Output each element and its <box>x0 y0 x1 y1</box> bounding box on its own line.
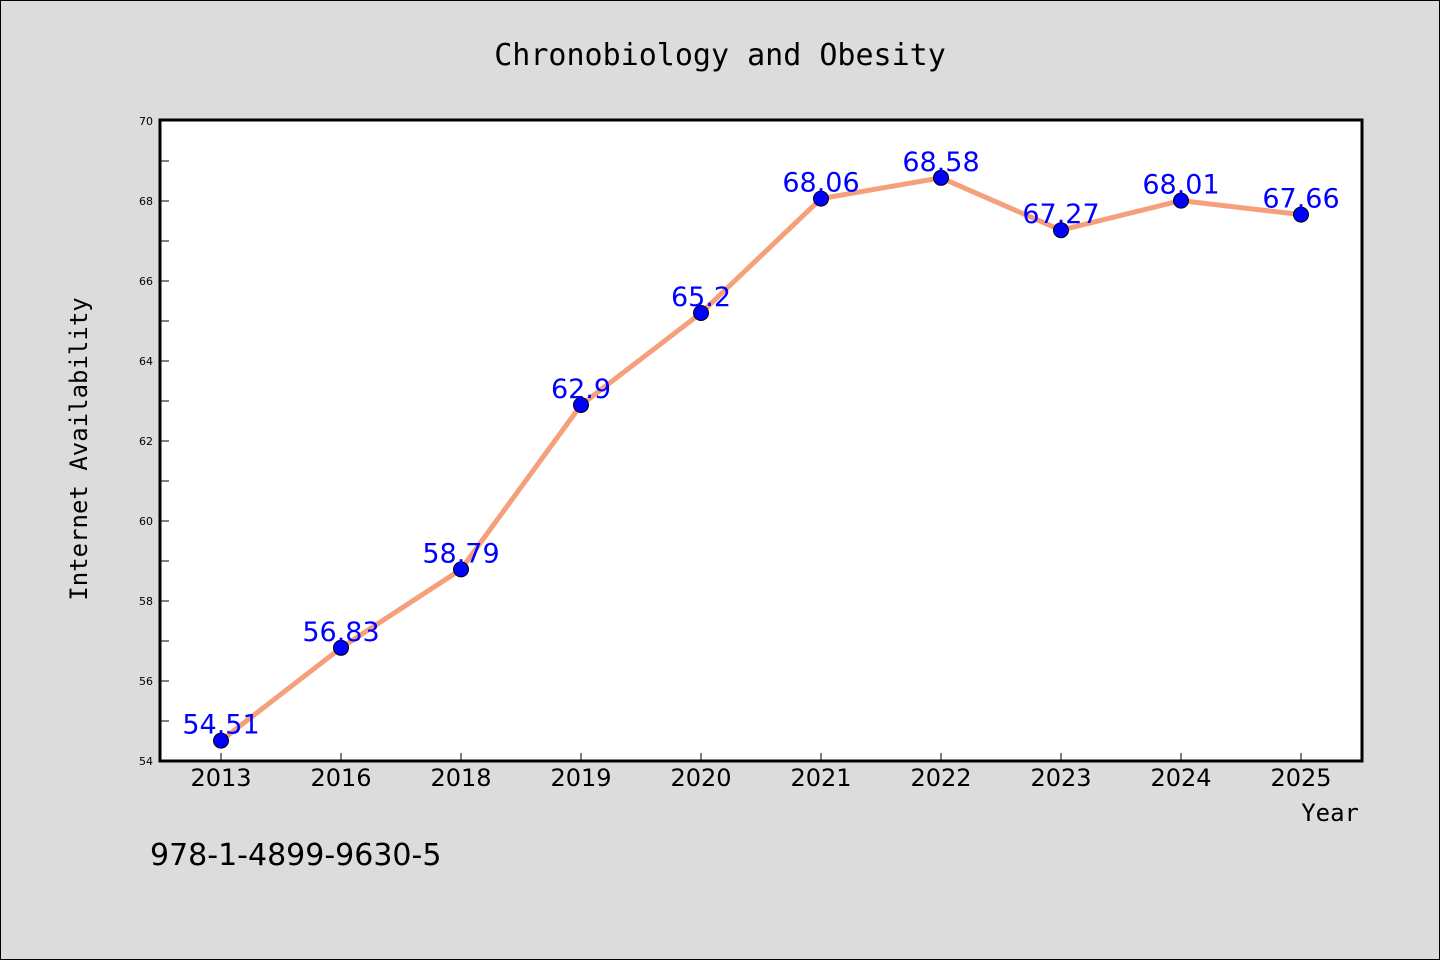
x-tick-label: 2018 <box>430 764 491 792</box>
x-tick-label: 2013 <box>190 764 251 792</box>
y-tick-label: 68 <box>139 195 153 208</box>
data-point <box>1293 206 1309 223</box>
series-line <box>218 175 1304 744</box>
x-tick-label: 2022 <box>910 764 971 792</box>
data-point <box>813 190 829 207</box>
data-point <box>1053 222 1069 239</box>
y-tick-label: 58 <box>139 595 153 608</box>
data-point <box>213 732 229 749</box>
data-label: 58.79 <box>422 538 499 569</box>
y-tick-label: 56 <box>139 675 153 688</box>
data-label: 67.66 <box>1262 184 1339 215</box>
data-label: 68.58 <box>902 147 979 178</box>
series-group: 54.51 56.83 58.79 62.9 65.2 68.06 68.58 67.27 68… <box>182 147 1340 749</box>
x-axis-label: Year <box>1301 799 1359 827</box>
x-tick-label: 2021 <box>790 764 851 792</box>
plot-area <box>158 118 1364 763</box>
y-axis-label: Internet Availability <box>65 297 93 600</box>
data-point <box>333 639 349 656</box>
x-tick-label: 2024 <box>1150 764 1211 792</box>
isbn-label: 978-1-4899-9630-5 <box>150 838 441 873</box>
chart-title: Chronobiology and Obesity <box>494 38 946 73</box>
y-tick-label: 66 <box>139 275 153 288</box>
data-point <box>933 169 949 186</box>
data-label: 67.27 <box>1022 199 1099 230</box>
x-tick-label: 2016 <box>310 764 371 792</box>
y-tick-label: 54 <box>139 755 153 768</box>
data-label: 65.2 <box>671 282 731 313</box>
x-axis-ticks: 2013 2016 2018 2019 2020 2021 2022 2023 2024 2025 <box>190 753 1332 792</box>
y-tick-label: 64 <box>139 355 153 368</box>
data-label: 62.9 <box>551 374 611 405</box>
x-tick-label: 2025 <box>1270 764 1331 792</box>
y-tick-label: 62 <box>139 435 153 448</box>
data-label: 56.83 <box>302 617 379 648</box>
x-tick-label: 2020 <box>670 764 731 792</box>
y-tick-label: 70 <box>139 115 153 128</box>
x-tick-label: 2019 <box>550 764 611 792</box>
data-label: 68.06 <box>782 168 859 199</box>
y-axis-ticks: 54 56 58 60 62 64 66 68 70 <box>139 115 169 768</box>
data-point <box>1173 192 1189 209</box>
y-tick-label: 60 <box>139 515 153 528</box>
x-tick-label: 2023 <box>1030 764 1091 792</box>
data-point <box>453 561 469 578</box>
data-label: 68.01 <box>1142 170 1219 201</box>
data-label: 54.51 <box>182 710 259 741</box>
data-point <box>573 397 589 413</box>
data-point <box>693 305 709 321</box>
